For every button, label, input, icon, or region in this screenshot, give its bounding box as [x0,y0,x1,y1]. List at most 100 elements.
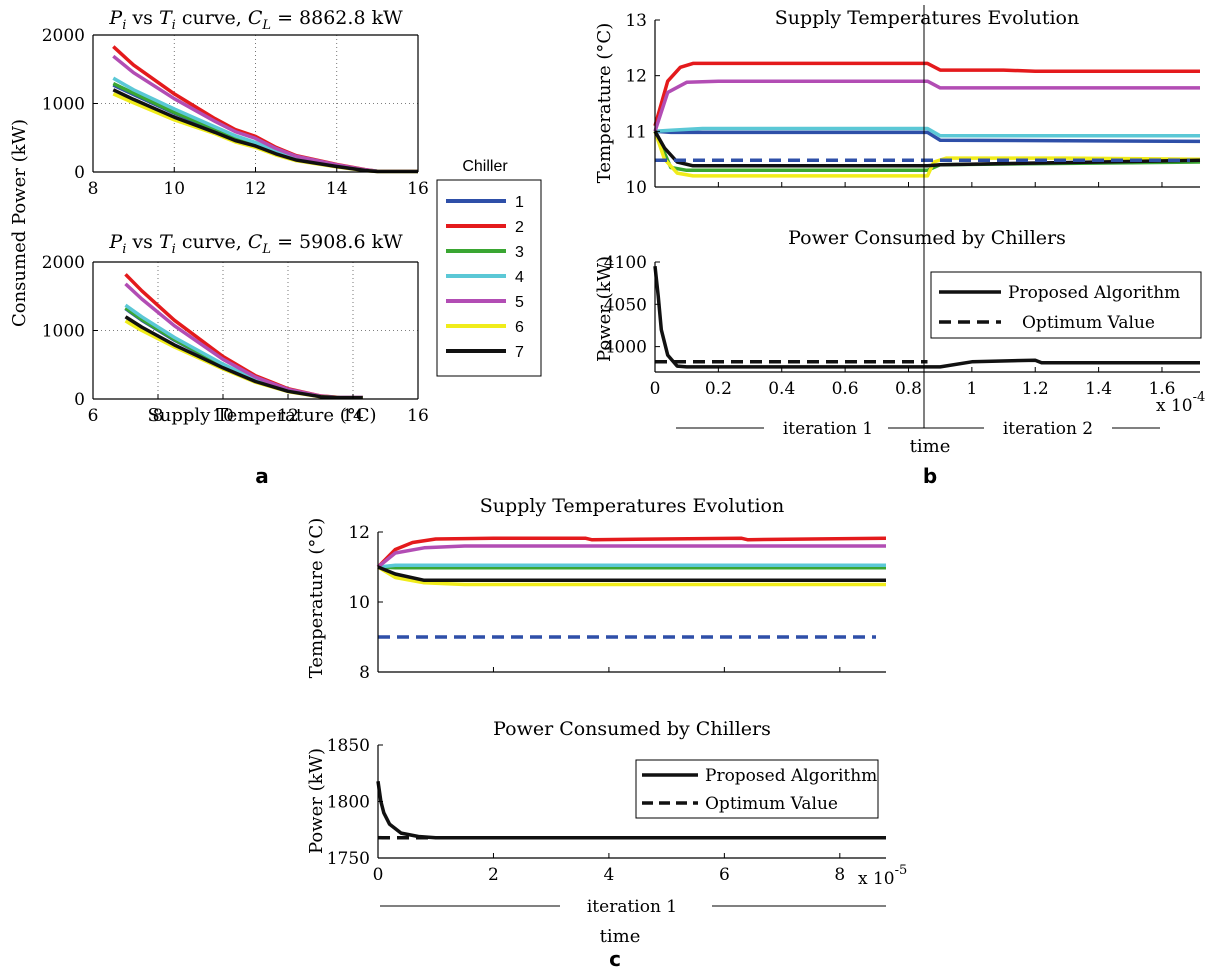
x-tick-label: 1.2 [1022,379,1049,399]
x-tick-label: 8 [153,406,164,426]
y-tick-label: 2000 [42,26,85,46]
x-tick-label: 16 [407,406,429,426]
panel-c-iter1-label: iteration 1 [587,897,677,917]
series-line-chiller-7 [653,130,1201,168]
series-line-chiller-2 [376,536,887,569]
panel-c-power-legend: Proposed Algorithm Optimum Value [635,759,879,819]
series-line-chiller-4 [112,76,418,174]
panel-c-exponent: x 10-5 [858,863,907,889]
y-tick-label: 10 [348,593,370,613]
x-tick-label: 0.6 [832,379,859,399]
y-tick-label: 1750 [327,849,370,869]
y-tick-label: 1800 [327,793,370,813]
x-tick-label: 1.4 [1085,379,1112,399]
y-tick-label: 1000 [42,322,85,342]
series-line-chiller-1 [124,307,363,400]
panel-b-temp-title: Supply Temperatures Evolution [775,7,1079,29]
x-tick-label: 8 [834,865,845,885]
panel-c-power: Power Consumed by Chillers Power (kW) 17… [306,718,907,889]
x-tick-label: 6 [719,865,730,885]
panel-b-iter1-label: iteration 1 [783,419,873,439]
y-tick-label: 12 [348,523,370,543]
legend-label-chiller-4: 4 [515,269,524,286]
x-tick-label: 10 [163,179,185,199]
panel-b-iter2-label: iteration 2 [1003,419,1093,439]
y-tick-label: 11 [625,122,647,142]
panel-a-label: a [255,464,269,488]
panel-c-legend-box [635,759,879,819]
panel-b-legend-box [930,271,1202,339]
panel-b-temp-ylabel: Temperature (°C) [594,23,615,183]
x-tick-label: 14 [326,179,348,199]
x-tick-label: 1.6 [1148,379,1175,399]
y-tick-label: 1000 [42,95,85,115]
x-tick-label: 12 [277,406,299,426]
x-tick-label: 0.2 [705,379,732,399]
y-tick-label: 4050 [604,295,647,315]
x-tick-label: 12 [245,179,267,199]
x-tick-label: 10 [212,406,234,426]
panel-c-temp-title: Supply Temperatures Evolution [480,495,784,517]
panel-c-iterations: iteration 1 time [380,897,886,947]
series-line-chiller-6 [377,565,886,587]
panel-b-legend-optimum-label: Optimum Value [1022,313,1155,333]
panel-b-power-legend: Proposed Algorithm Optimum Value [930,271,1202,339]
x-tick-label: 1 [966,379,977,399]
x-tick-label: 0.4 [768,379,795,399]
series-line-chiller-2 [653,61,1200,127]
panel-a-top: Pi vs Ti curve, CL = 8862.8 kW 0 1000 2000… [42,7,429,199]
y-tick-label: 0 [74,390,85,410]
panel-c-time-label: time [600,926,641,947]
panel-c-temp-ylabel: Temperature (°C) [306,518,327,678]
series-line-chiller-5 [653,79,1200,132]
legend-label-chiller-7: 7 [515,344,524,361]
panel-a-ylabel: Consumed Power (kW) [9,119,30,327]
panel-c-temp: Supply Temperatures Evolution Temperatur… [306,495,887,683]
panel-b-iterations: iteration 1 iteration 2 time [676,419,1160,457]
chiller-legend-title: Chiller [462,158,508,175]
panel-b-power: Power Consumed by Chillers Power (kW) 40… [594,227,1205,416]
y-tick-label: 8 [359,663,370,683]
x-tick-label: 6 [88,406,99,426]
x-tick-label: 2 [488,865,499,885]
panel-c-power-title: Power Consumed by Chillers [493,718,771,740]
y-tick-label: 0 [74,163,85,183]
panel-b-exponent: x 10-4 [1156,390,1205,416]
panel-b-legend-proposed-label: Proposed Algorithm [1008,283,1180,303]
panel-a-bottom-title: Pi vs Ti curve, CL = 5908.6 kW [108,231,403,257]
legend-label-chiller-1: 1 [515,194,524,211]
panel-b-time-label: time [910,436,951,457]
y-tick-label: 13 [625,11,647,31]
series-line-chiller-3 [124,306,363,400]
legend-label-chiller-2: 2 [515,219,524,236]
series-line-chiller-6 [653,130,1201,178]
x-tick-label: 8 [88,179,99,199]
panel-c-legend-proposed-label: Proposed Algorithm [705,766,877,786]
y-tick-label: 10 [625,178,647,198]
x-tick-label: 14 [342,406,364,426]
panel-b-power-title: Power Consumed by Chillers [788,227,1066,249]
series-line-chiller-1 [654,129,1201,144]
proposed-power-line [376,780,886,840]
legend-label-chiller-5: 5 [515,294,524,311]
series-line-chiller-7 [112,88,418,174]
x-tick-label: 0.8 [895,379,922,399]
series-line-chiller-4 [654,126,1200,138]
panel-c-power-ylabel: Power (kW) [306,748,327,854]
x-tick-label: 0 [373,865,384,885]
legend-label-chiller-3: 3 [515,244,524,261]
series-line-chiller-7 [377,565,886,583]
panel-b-power-ylabel: Power (kW) [594,256,615,362]
y-tick-label: 1850 [327,736,370,756]
series-line-chiller-3 [377,565,886,570]
y-tick-label: 4100 [604,253,647,273]
panel-c-legend-optimum-label: Optimum Value [705,794,838,814]
panel-b-temp: Supply Temperatures Evolution Temperatur… [594,7,1201,198]
series-line-chiller-5 [376,544,886,569]
chiller-legend: Chiller 1 2 3 4 5 6 7 [436,158,542,377]
proposed-power-line [653,266,1200,369]
y-tick-label: 2000 [42,253,85,273]
panel-a-bottom: Pi vs Ti curve, CL = 5908.6 kW 0 1000 2000… [42,231,429,426]
y-tick-label: 4000 [604,338,647,358]
